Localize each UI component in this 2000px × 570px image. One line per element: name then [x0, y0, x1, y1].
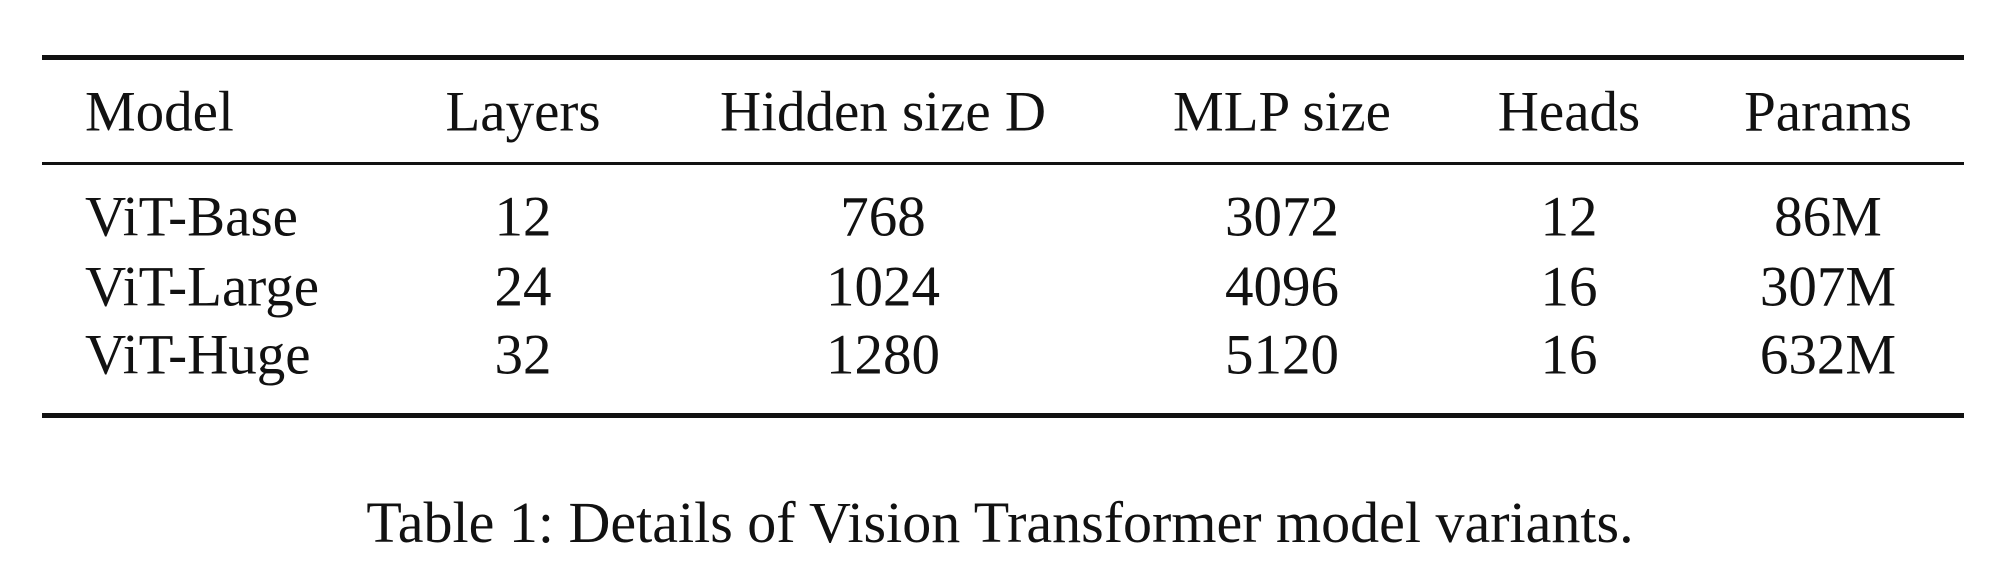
bottom-rule: [42, 413, 1964, 418]
table-cell: 86M: [1774, 185, 1882, 249]
table-cell: 1280: [826, 323, 940, 387]
table-cell: ViT-Large: [85, 255, 320, 319]
caption: Table 1: Details of Vision Transformer m…: [366, 490, 1634, 555]
table-cell: 307M: [1759, 255, 1897, 319]
table-cell: 12: [1540, 185, 1598, 249]
header-cell: MLP size: [1173, 80, 1391, 144]
table-cell: 12: [494, 185, 552, 249]
table-cell: 1024: [826, 255, 940, 319]
header-cell: Params: [1744, 80, 1912, 144]
header-cell: Model: [85, 80, 234, 144]
table-cell: 5120: [1225, 323, 1339, 387]
header-cell: Layers: [445, 80, 601, 144]
table-cell: 4096: [1225, 255, 1339, 319]
top-rule: [42, 55, 1964, 60]
mid-rule: [42, 162, 1964, 165]
table-cell: 3072: [1225, 185, 1339, 249]
table-cell: 768: [840, 185, 926, 249]
table-cell: 632M: [1759, 323, 1897, 387]
table-cell: 16: [1540, 323, 1598, 387]
header-cell: Heads: [1497, 80, 1641, 144]
table-cell: ViT-Base: [85, 185, 298, 249]
header-cell: Hidden size D: [719, 80, 1047, 144]
table-cell: 16: [1540, 255, 1598, 319]
table-cell: 32: [494, 323, 552, 387]
table-cell: ViT-Huge: [85, 323, 311, 387]
table-cell: 24: [494, 255, 552, 319]
